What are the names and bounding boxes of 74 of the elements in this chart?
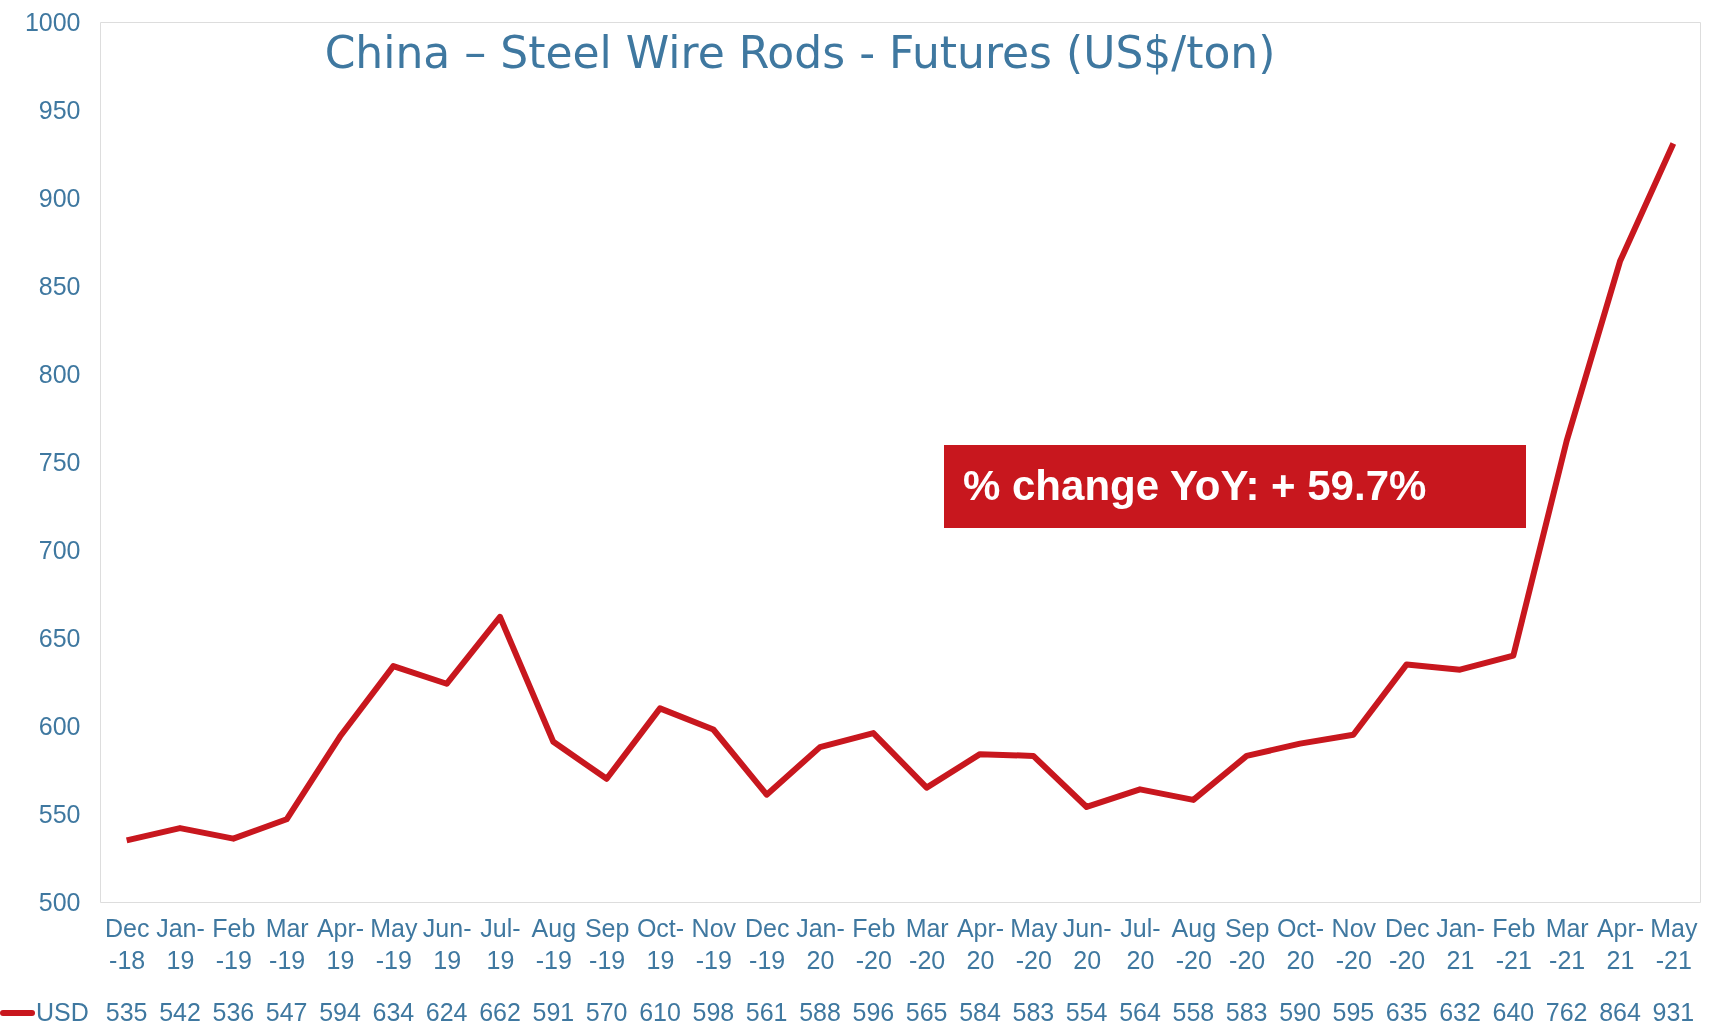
data-label: 634	[372, 998, 415, 1026]
x-tick-label: Apr- 19	[316, 913, 365, 974]
x-tick-label: Feb -21	[1492, 913, 1536, 974]
x-tick-label: Sep -20	[1224, 913, 1270, 974]
data-label: 588	[799, 998, 841, 1026]
x-tick-label: May -20	[1010, 913, 1058, 974]
data-label: 583	[1012, 998, 1055, 1026]
y-tick-label: 500	[38, 887, 81, 916]
x-tick-label: Feb -20	[852, 913, 896, 974]
y-tick-label: 750	[38, 447, 81, 476]
data-label: 598	[692, 998, 735, 1026]
data-label: 561	[745, 998, 788, 1026]
y-tick-label: 950	[38, 95, 81, 124]
data-label: 591	[532, 998, 575, 1026]
data-label: 558	[1172, 998, 1215, 1026]
x-tick-label: Mar -19	[265, 913, 309, 974]
y-tick-label: 650	[38, 623, 81, 652]
data-label: 596	[852, 998, 895, 1026]
x-tick-label: Jan- 21	[1436, 913, 1485, 974]
y-tick-label: 550	[38, 799, 81, 828]
chart-title: China – Steel Wire Rods - Futures (US$/ton)	[324, 27, 1276, 78]
y-tick-label: 1000	[24, 7, 81, 36]
x-tick-label: Apr- 21	[1596, 913, 1645, 974]
x-tick-label: Mar -20	[905, 913, 949, 974]
data-label: 931	[1652, 998, 1695, 1026]
data-label: 570	[585, 998, 628, 1026]
data-label: 594	[319, 998, 361, 1026]
data-label: 584	[959, 998, 1001, 1026]
x-tick-label: Jan- 19	[156, 913, 205, 974]
x-tick-label: Sep -19	[584, 913, 630, 974]
data-label: 565	[905, 998, 948, 1026]
data-label: 610	[639, 998, 681, 1026]
x-tick-label: Jul- 20	[1120, 913, 1161, 974]
x-tick-label: Apr- 20	[956, 913, 1005, 974]
data-label: 554	[1065, 998, 1108, 1026]
x-tick-label: Aug -19	[531, 913, 577, 974]
y-tick-label: 900	[38, 183, 81, 212]
x-tick-label: Jun- 20	[1062, 913, 1112, 974]
data-label: 595	[1332, 998, 1375, 1026]
data-label: 547	[265, 998, 308, 1026]
data-label: 640	[1492, 998, 1535, 1026]
x-tick-label: Feb -19	[212, 913, 256, 974]
x-tick-label: Nov -20	[1331, 913, 1377, 974]
data-label: 536	[212, 998, 255, 1026]
x-tick-label: Aug -20	[1171, 913, 1217, 974]
legend-label: USD	[36, 998, 89, 1026]
x-tick-label: Jul- 19	[480, 913, 521, 974]
data-label: 535	[105, 998, 148, 1026]
x-tick-label: Jan- 20	[796, 913, 845, 974]
data-label: 624	[425, 998, 468, 1026]
x-tick-label: Oct- 20	[1276, 913, 1325, 974]
y-tick-label: 600	[38, 711, 81, 740]
data-label: 590	[1279, 998, 1321, 1026]
x-tick-label: Mar -21	[1545, 913, 1589, 974]
x-tick-label: May -21	[1650, 913, 1698, 974]
data-label: 564	[1119, 998, 1161, 1026]
annotation: % change YoY: + 59.7%	[963, 462, 1427, 509]
data-label: 632	[1439, 998, 1481, 1026]
data-label: 864	[1599, 998, 1641, 1026]
y-tick-label: 800	[38, 359, 81, 388]
y-tick-label: 700	[38, 535, 81, 564]
data-label: 762	[1545, 998, 1588, 1026]
x-tick-label: Oct- 19	[636, 913, 685, 974]
data-label: 662	[479, 998, 521, 1026]
x-tick-label: Nov -19	[691, 913, 737, 974]
x-tick-label: Dec -19	[744, 913, 790, 974]
x-tick-label: Jun- 19	[422, 913, 472, 974]
data-label: 542	[159, 998, 201, 1026]
data-label: 635	[1385, 998, 1428, 1026]
data-label: 583	[1225, 998, 1268, 1026]
x-tick-label: May -19	[370, 913, 418, 974]
x-tick-label: Dec -20	[1384, 913, 1430, 974]
x-tick-label: Dec -18	[104, 913, 150, 974]
y-tick-label: 850	[38, 271, 81, 300]
